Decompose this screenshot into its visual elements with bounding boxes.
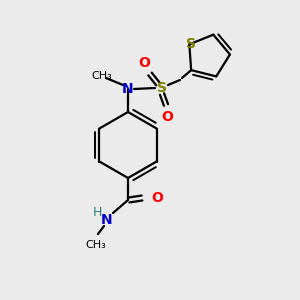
Text: S: S (157, 81, 167, 95)
Text: H: H (92, 206, 102, 218)
Text: CH₃: CH₃ (85, 240, 106, 250)
Text: O: O (151, 191, 163, 205)
Text: N: N (122, 82, 134, 96)
Text: CH₃: CH₃ (92, 71, 112, 81)
Text: S: S (186, 37, 196, 51)
Text: O: O (161, 110, 173, 124)
Text: N: N (101, 213, 113, 227)
Text: O: O (138, 56, 150, 70)
